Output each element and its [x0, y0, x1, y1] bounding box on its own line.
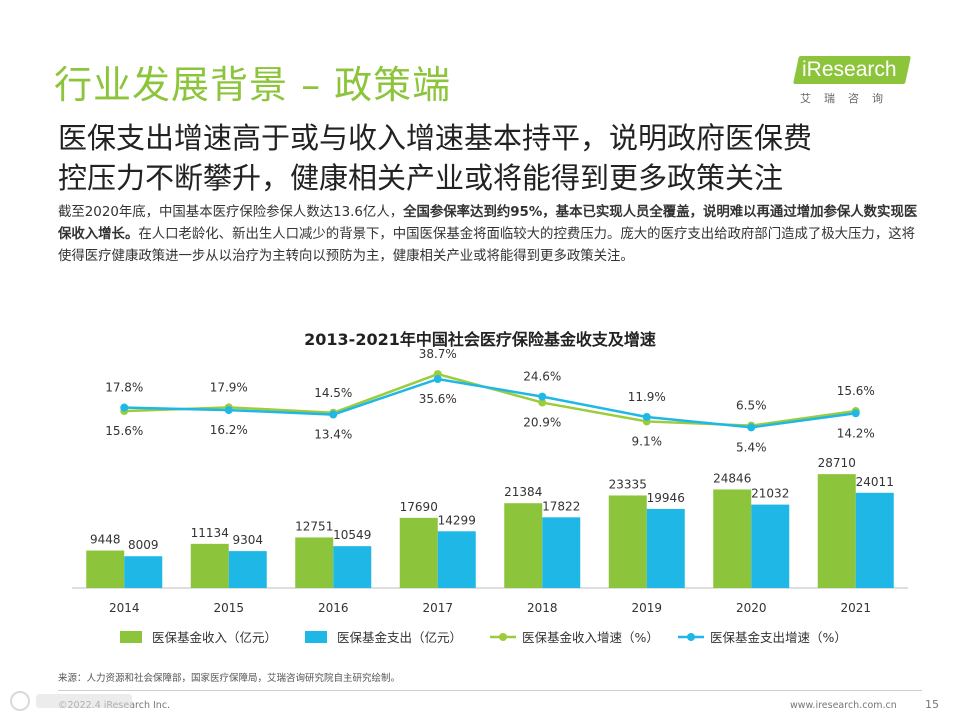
bar-income	[190, 543, 229, 588]
rate-label-high: 6.5%	[736, 399, 767, 413]
logo-subtitle: 艾瑞咨询	[800, 92, 896, 105]
bar-income	[86, 550, 125, 588]
data-label-expense: 17822	[542, 499, 580, 513]
data-label-expense: 21032	[751, 487, 789, 501]
rate-label-high: 17.9%	[210, 380, 248, 394]
data-label-income: 21384	[504, 485, 542, 499]
data-label-expense: 14299	[438, 513, 476, 527]
headline-line-2: 控压力不断攀升，健康相关产业或将能得到更多政策关注	[58, 161, 784, 195]
x-tick-label: 2019	[631, 601, 662, 615]
data-label-expense: 24011	[856, 475, 894, 489]
bar-income	[713, 489, 752, 588]
data-label-expense: 9304	[232, 533, 263, 547]
footer-divider	[58, 690, 922, 691]
x-tick-label: 2021	[840, 601, 871, 615]
bar-income	[608, 495, 647, 588]
x-tick-label: 2018	[527, 601, 558, 615]
point-expense-growth	[642, 412, 651, 421]
rate-label-low: 15.6%	[105, 424, 143, 438]
bar-income	[399, 517, 438, 588]
x-tick-label: 2015	[213, 601, 244, 615]
rate-label-low: 16.2%	[210, 423, 248, 437]
website: www.iresearch.com.cn	[790, 700, 897, 711]
body-paragraph: 截至2020年底，中国基本医疗保险参保人数达13.6亿人，全国参保率达到约95%…	[58, 202, 918, 268]
x-tick-label: 2016	[318, 601, 349, 615]
legend-swatch-point	[499, 633, 507, 641]
data-label-income: 11134	[191, 526, 229, 540]
rate-label-low: 35.6%	[419, 392, 457, 406]
point-expense-growth	[329, 410, 338, 419]
point-expense-growth	[120, 403, 129, 412]
bar-expense	[437, 531, 476, 588]
page-title: 行业发展背景 – 政策端	[54, 63, 452, 107]
data-label-income: 23335	[609, 477, 647, 491]
point-expense-growth	[224, 406, 233, 415]
point-expense-growth	[538, 392, 547, 401]
data-label-expense: 10549	[333, 528, 371, 542]
rate-label-low: 9.1%	[632, 434, 663, 448]
rate-label-low: 13.4%	[314, 428, 352, 442]
source-note: 来源：人力资源和社会保障部，国家医疗保障局，艾瑞咨询研究院自主研究绘制。	[58, 673, 401, 684]
rate-label-high: 24.6%	[523, 370, 561, 384]
headline: 医保支出增速高于或与收入增速基本持平，说明政府医保费 控压力不断攀升，健康相关产…	[58, 118, 938, 198]
data-label-income: 12751	[295, 519, 333, 533]
x-tick-label: 2017	[422, 601, 453, 615]
legend-label: 医保基金支出（亿元）	[337, 630, 462, 645]
watermark-icon	[10, 691, 132, 711]
rate-label-high: 38.7%	[419, 347, 457, 361]
body-text-3: 在人口老龄化、新出生人口减少的背景下，中国医保基金将面临较大的控费压力。庞大的医…	[58, 227, 915, 264]
rate-label-high: 15.6%	[837, 384, 875, 398]
legend-swatch-bar	[305, 631, 327, 643]
data-label-income: 28710	[818, 456, 856, 470]
rate-label-low: 20.9%	[523, 416, 561, 430]
legend-label: 医保基金支出增速（%）	[710, 630, 847, 645]
bar-expense	[228, 551, 267, 588]
bar-income	[817, 474, 856, 588]
data-label-expense: 8009	[128, 538, 159, 552]
point-expense-growth	[747, 423, 756, 432]
x-tick-label: 2020	[736, 601, 767, 615]
line-expense-growth	[124, 377, 856, 429]
point-expense-growth	[851, 409, 860, 418]
bar-expense	[751, 504, 790, 588]
bar-expense	[333, 546, 372, 588]
iresearch-logo: iResearch 艾瑞咨询	[793, 56, 916, 106]
logo-brand: iResearch	[802, 58, 897, 81]
bar-expense	[646, 508, 685, 588]
body-text-1: 截至2020年底，中国基本医疗保险参保人数达13.6亿人，	[58, 205, 404, 220]
body-text-bold: 全国参保率达到约95%，基本已实现人员全覆盖，说明难以再通过增加参保人数实现医保…	[58, 205, 918, 242]
x-tick-label: 2014	[109, 601, 140, 615]
bar-expense	[542, 517, 581, 588]
data-label-income: 24846	[713, 471, 751, 485]
bar-income	[295, 537, 334, 588]
legend-label: 医保基金收入增速（%）	[522, 630, 659, 645]
bar-income	[504, 503, 543, 588]
rate-label-low: 5.4%	[736, 440, 767, 454]
legend-label: 医保基金收入（亿元）	[152, 630, 277, 645]
bar-expense	[855, 492, 894, 588]
data-label-income: 17690	[400, 500, 438, 514]
rate-label-high: 14.5%	[314, 386, 352, 400]
rate-label-high: 17.8%	[105, 381, 143, 395]
bar-expense	[124, 556, 163, 588]
legend-swatch-point	[687, 633, 695, 641]
data-label-expense: 19946	[647, 491, 685, 505]
rate-label-high: 11.9%	[628, 390, 666, 404]
point-income-growth	[538, 398, 547, 407]
rate-label-low: 14.2%	[837, 426, 875, 440]
legend-swatch-bar	[120, 631, 142, 643]
point-expense-growth	[433, 375, 442, 384]
data-label-income: 9448	[90, 533, 121, 547]
chart-title: 2013-2021年中国社会医疗保险基金收支及增速	[304, 330, 656, 349]
headline-line-1: 医保支出增速高于或与收入增速基本持平，说明政府医保费	[58, 121, 813, 155]
page-number: 15	[925, 698, 939, 711]
